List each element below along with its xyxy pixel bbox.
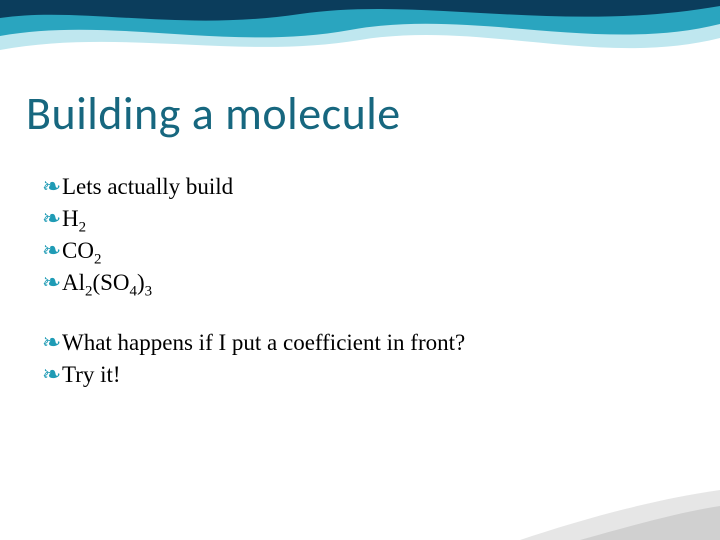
bullet-text: Try it! [62, 362, 121, 388]
corner-swoosh-decoration [520, 470, 720, 540]
subscript: 2 [94, 252, 101, 268]
subscript: 2 [79, 220, 86, 236]
bullet-glyph-icon: ❧ [42, 362, 62, 388]
bullet-line: ❧H2 [42, 206, 662, 232]
corner-mid [580, 506, 720, 540]
bullet-text: What happens if I put a coefficient in f… [62, 330, 465, 356]
wave-dark [0, 0, 720, 21]
bullet-text: Al2(SO4)3 [62, 270, 152, 296]
header-wave-decoration [0, 0, 720, 80]
bullet-line: ❧Al2(SO4)3 [42, 270, 662, 296]
bullet-glyph-icon: ❧ [42, 238, 62, 264]
bullet-glyph-icon: ❧ [42, 206, 62, 232]
subscript: 4 [130, 284, 137, 300]
bullet-line: ❧Try it! [42, 362, 662, 388]
subscript: 2 [85, 284, 92, 300]
bullet-glyph-icon: ❧ [42, 330, 62, 356]
bullet-glyph-icon: ❧ [42, 174, 62, 200]
bullet-line: ❧Lets actually build [42, 174, 662, 200]
bullet-text: CO2 [62, 238, 101, 264]
bullet-text: Lets actually build [62, 174, 233, 200]
bullet-line: ❧What happens if I put a coefficient in … [42, 330, 662, 356]
bullet-glyph-icon: ❧ [42, 270, 62, 296]
wave-light [0, 0, 720, 50]
slide-title: Building a molecule [26, 86, 401, 142]
wave-teal [0, 0, 720, 37]
bullet-line: ❧CO2 [42, 238, 662, 264]
slide-body: ❧Lets actually build❧H2❧CO2❧Al2(SO4)3❧Wh… [42, 174, 662, 394]
blank-line [42, 302, 662, 330]
subscript: 3 [145, 284, 152, 300]
corner-light [520, 490, 720, 540]
bullet-text: H2 [62, 206, 86, 232]
